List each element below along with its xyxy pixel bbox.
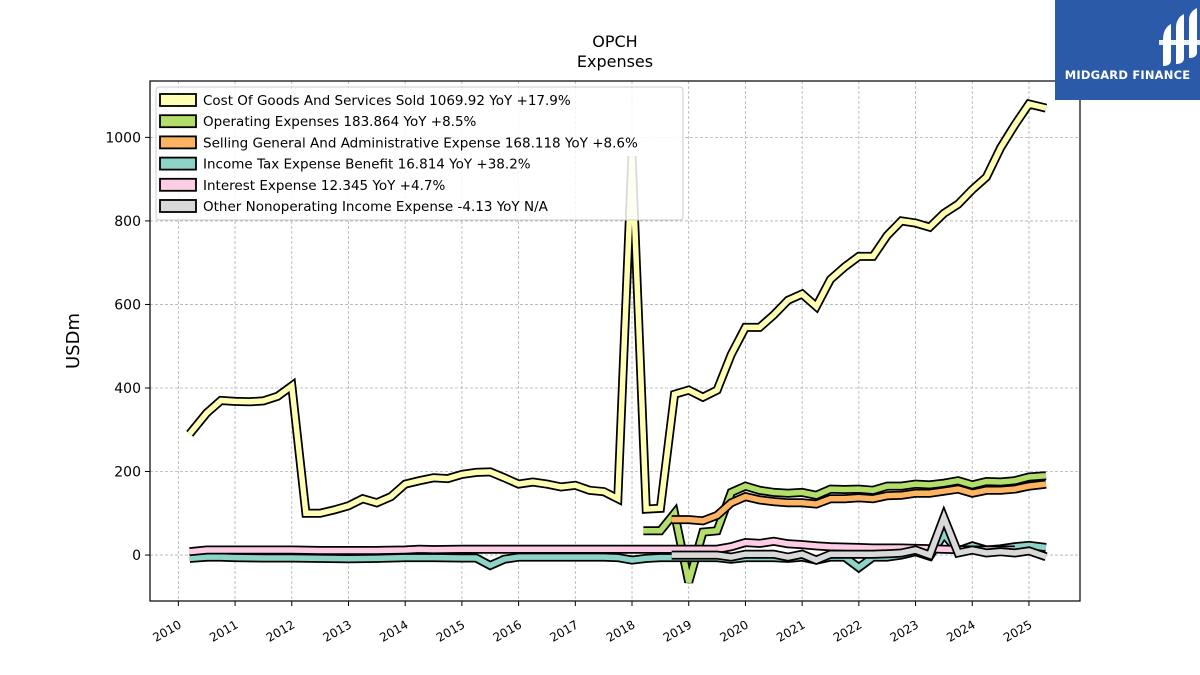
legend-label: Income Tax Expense Benefit 16.814 YoY +3… bbox=[203, 157, 531, 173]
legend-item: Other Nonoperating Income Expense -4.13 … bbox=[159, 199, 549, 215]
y-tick-label: 800 bbox=[114, 214, 141, 230]
x-tick-label: 2014 bbox=[377, 617, 410, 644]
x-tick-label: 2023 bbox=[888, 617, 921, 644]
x-tick-label: 2013 bbox=[321, 617, 354, 644]
y-axis-label: USDm bbox=[63, 313, 84, 369]
x-tick-label: 2011 bbox=[207, 617, 240, 644]
x-tick-label: 2010 bbox=[150, 617, 183, 644]
y-axis: 0 200 400 600 800 1000 bbox=[105, 130, 150, 564]
legend-item: Operating Expenses 183.864 YoY +8.5% bbox=[159, 114, 477, 130]
legend-item: Interest Expense 12.345 YoY +4.7% bbox=[159, 177, 445, 194]
x-tick-label: 2025 bbox=[1001, 617, 1034, 644]
legend-label: Selling General And Administrative Expen… bbox=[203, 135, 638, 151]
series-line-6 bbox=[671, 505, 1048, 565]
legend-label: Operating Expenses 183.864 YoY +8.5% bbox=[203, 114, 477, 130]
chart-title: OPCH bbox=[592, 32, 637, 51]
x-axis: 2010 2011 2012 2013 2014 2015 2016 2017 2018 2019… bbox=[150, 601, 1034, 645]
series-fill-stroke bbox=[187, 100, 1047, 517]
x-tick-label: 2024 bbox=[944, 617, 977, 644]
y-tick-label: 200 bbox=[114, 465, 141, 481]
legend-item: Selling General And Administrative Expen… bbox=[159, 135, 638, 151]
brand-name: MIDGARD FINANCE bbox=[1064, 68, 1191, 82]
legend-swatch bbox=[159, 177, 197, 192]
legend: Cost Of Goods And Services Sold 1069.92 … bbox=[155, 86, 684, 221]
x-tick-label: 2020 bbox=[717, 617, 750, 644]
legend-swatch bbox=[159, 199, 197, 213]
series-line-2 bbox=[643, 471, 1047, 584]
series-fill-stroke bbox=[643, 472, 1047, 583]
x-tick-label: 2022 bbox=[831, 617, 864, 644]
x-tick-label: 2017 bbox=[547, 617, 580, 644]
series-line-3 bbox=[671, 479, 1047, 526]
x-tick-label: 2015 bbox=[434, 617, 467, 644]
series-lines bbox=[186, 98, 1048, 584]
y-tick-label: 600 bbox=[114, 297, 141, 313]
x-tick-label: 2016 bbox=[491, 617, 524, 644]
x-tick-label: 2018 bbox=[604, 617, 637, 644]
y-tick-label: 1000 bbox=[105, 130, 141, 146]
plot-area-frame bbox=[149, 80, 1081, 602]
legend-swatch bbox=[159, 135, 197, 150]
legend-swatch bbox=[159, 93, 197, 107]
legend-label: Cost Of Goods And Services Sold 1069.92 … bbox=[203, 93, 571, 109]
series-line-1 bbox=[186, 98, 1048, 518]
x-tick-label: 2021 bbox=[774, 617, 807, 644]
series-fill-stroke bbox=[671, 509, 1047, 564]
legend-label: Interest Expense 12.345 YoY +4.7% bbox=[203, 178, 445, 194]
legend-item: Income Tax Expense Benefit 16.814 YoY +3… bbox=[159, 156, 531, 173]
chart-subtitle: Expenses bbox=[577, 52, 653, 71]
legend-label: Other Nonoperating Income Expense -4.13 … bbox=[203, 199, 549, 215]
y-tick-label: 0 bbox=[132, 548, 141, 564]
brand-mark-icon bbox=[1159, 8, 1200, 66]
legend-box bbox=[155, 86, 684, 221]
brand-logo: MIDGARD FINANCE bbox=[1055, 0, 1200, 100]
x-tick-label: 2019 bbox=[661, 617, 694, 644]
x-tick-label: 2012 bbox=[264, 617, 297, 644]
legend-swatch bbox=[159, 156, 197, 171]
legend-swatch bbox=[159, 114, 197, 129]
legend-item: Cost Of Goods And Services Sold 1069.92 … bbox=[159, 93, 571, 109]
y-tick-label: 400 bbox=[114, 381, 141, 397]
series-fill-stroke bbox=[671, 481, 1047, 524]
